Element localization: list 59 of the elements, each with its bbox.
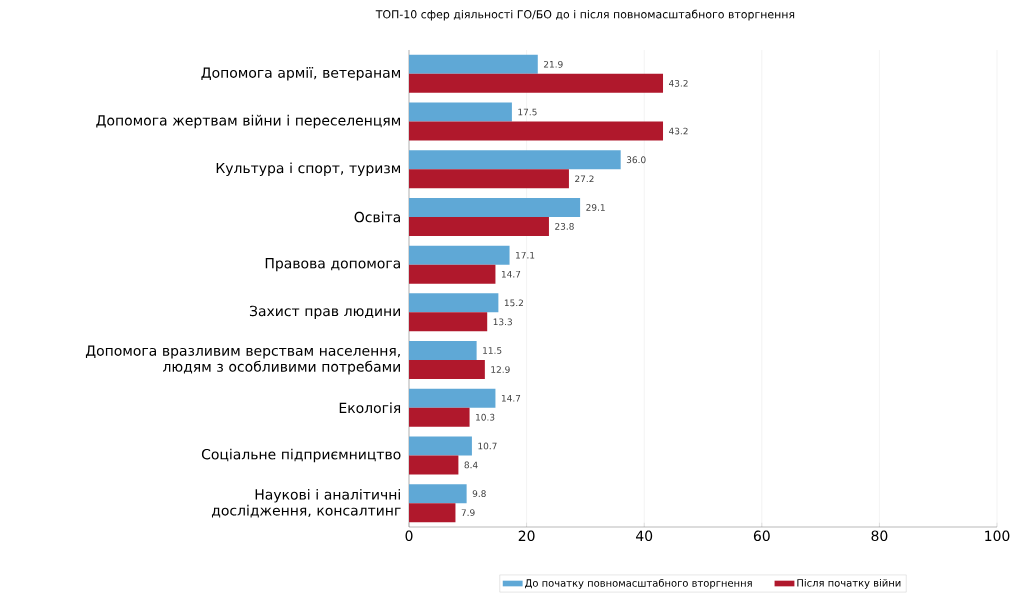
y-tick-label: Екологія [339, 402, 401, 414]
data-label: 14.7 [501, 270, 521, 278]
legend-label: Після початку війни [797, 578, 901, 589]
bar [409, 407, 470, 427]
data-label: 36.0 [626, 156, 646, 164]
data-label: 21.9 [543, 60, 563, 68]
bar [409, 73, 664, 93]
data-label: 10.7 [478, 442, 497, 450]
data-label: 43.2 [668, 127, 688, 135]
bar [409, 503, 456, 523]
y-tick-label: Наукові і аналітичні дослідження, консалтинг [211, 488, 401, 518]
data-label: 12.9 [491, 366, 510, 373]
bar [409, 54, 538, 74]
bar [409, 341, 477, 361]
y-tick-label: Захист прав людини [249, 305, 400, 319]
y-tick-label: Соціальне підприємництво [201, 448, 401, 463]
y-tick-label: Допомога армії, ветеранам [201, 67, 400, 81]
y-tick-label: Освіта [354, 211, 400, 223]
bar [409, 360, 485, 380]
chart-title: ТОП-10 сфер діяльності ГО/БО до і після повномасштабного вторгнення [375, 9, 795, 21]
x-tick-label: 0 [405, 530, 413, 542]
data-label: 29.1 [586, 204, 605, 211]
bar [409, 388, 496, 408]
data-label: 14.7 [501, 394, 521, 402]
bar [409, 312, 488, 332]
bar [409, 436, 472, 456]
bar [409, 121, 664, 141]
bar [409, 455, 459, 475]
data-label: 10.3 [476, 413, 495, 421]
x-tick-label: 60 [753, 530, 770, 542]
data-label: 43.2 [668, 79, 688, 87]
x-tick-label: 20 [518, 530, 535, 542]
bar [409, 150, 621, 170]
bar [409, 197, 581, 217]
legend-label: До початку повномасштабного вторгнення [525, 578, 752, 589]
x-tick-label: 80 [871, 530, 888, 542]
y-tick-label: Правова допомога [265, 258, 400, 272]
bar [409, 169, 569, 189]
data-label: 7.9 [461, 509, 475, 517]
y-tick-label: Культура і спорт, туризм [216, 162, 401, 176]
data-label: 23.8 [555, 223, 574, 230]
data-label: 11.5 [483, 347, 502, 354]
data-label: 9.8 [472, 490, 486, 498]
data-label: 17.5 [518, 108, 537, 116]
y-tick-label: Допомога жертвам війни і переселенцям [96, 114, 400, 129]
data-label: 27.2 [575, 175, 594, 183]
data-label: 13.3 [493, 318, 512, 326]
data-label: 15.2 [504, 299, 523, 307]
x-tick-label: 40 [636, 530, 653, 542]
bar [409, 245, 510, 265]
bar [409, 293, 499, 313]
data-label: 8.4 [464, 461, 478, 469]
x-tick-label: 100 [985, 530, 1010, 542]
bar [409, 264, 496, 284]
bar [409, 216, 549, 236]
bar [409, 102, 512, 122]
bar [409, 484, 467, 504]
data-label: 17.1 [516, 251, 535, 259]
y-tick-label: Допомога вразливим верствам населення, людям з особливими потребами [85, 345, 400, 375]
